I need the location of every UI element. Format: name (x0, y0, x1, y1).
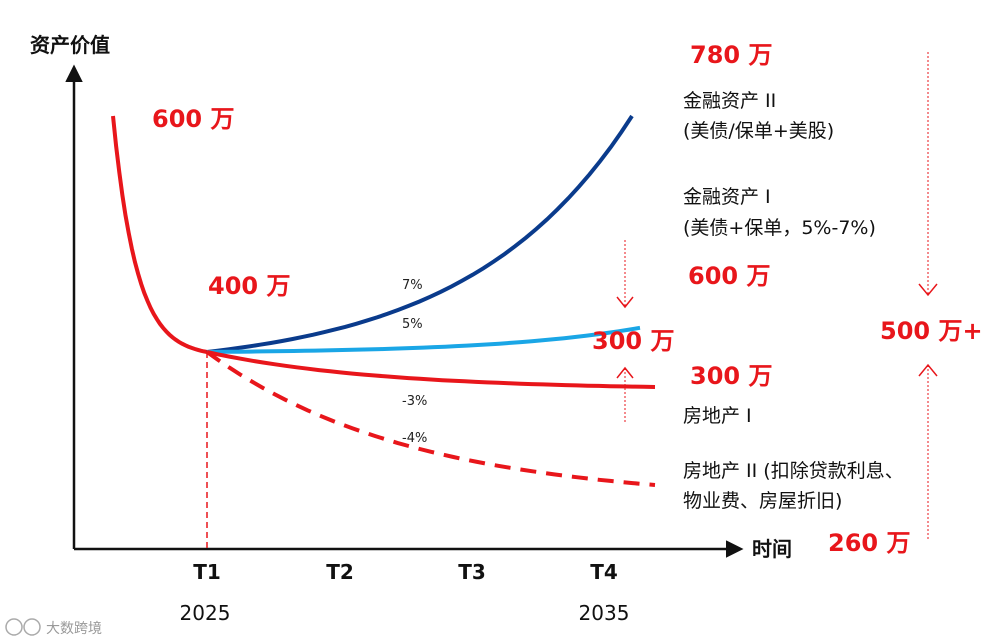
legend-fin2-line2: (美债/保单+美股) (683, 120, 834, 142)
value-gap-small: 300 万 (592, 327, 674, 355)
y-axis-title: 资产价值 (30, 33, 110, 57)
x-tick-label: T3 (458, 560, 486, 584)
x-axis-title: 时间 (752, 537, 792, 561)
legend-re2-line1: 房地产 II (扣除贷款利息、 (683, 460, 904, 482)
x-tick-label: T1 (193, 560, 221, 584)
value-t1: 400 万 (208, 272, 290, 300)
rate-label-re2: -4% (402, 431, 427, 446)
value-fin2-end: 780 万 (690, 41, 772, 69)
rate-label-re1: -3% (402, 394, 427, 409)
legend-re2-line2: 物业费、房屋折旧) (683, 490, 842, 512)
watermark-logo-icon (23, 618, 41, 636)
x-tick-label: T2 (326, 560, 354, 584)
value-gap-large: 500 万+ (880, 317, 983, 345)
gap-large-arrowhead-down (918, 283, 938, 297)
x-tick-label: T4 (590, 560, 618, 584)
legend-fin2-line1: 金融资产 II (683, 90, 776, 112)
series-line-re2 (205, 350, 656, 487)
watermark-text: 大数跨境 (46, 621, 102, 637)
legend-fin1-line2: (美债+保单，5%-7%) (683, 217, 876, 239)
legend-re1: 房地产 I (683, 405, 752, 427)
value-re1-end: 300 万 (690, 362, 772, 390)
value-re2-end: 260 万 (828, 529, 910, 557)
gap-small-arrowhead-down (616, 296, 634, 309)
gap-small-arrowhead-up (616, 366, 634, 379)
series-line-fin2 (206, 114, 634, 354)
legend-fin1-line1: 金融资产 I (683, 186, 771, 208)
rate-label-fin1: 5% (402, 317, 423, 332)
value-fin1-end: 600 万 (688, 262, 770, 290)
series-line-initial (111, 115, 208, 354)
year-label-end: 2035 (579, 601, 630, 625)
series-line-re1 (206, 350, 656, 389)
watermark-logo-icon (5, 618, 23, 636)
year-label-start: 2025 (180, 601, 231, 625)
series-line-fin1 (206, 325, 641, 354)
gap-large-arrowhead-up (918, 363, 938, 377)
value-initial: 600 万 (152, 105, 234, 133)
rate-label-fin2: 7% (402, 278, 423, 293)
watermark: 大数跨境 (5, 618, 102, 637)
